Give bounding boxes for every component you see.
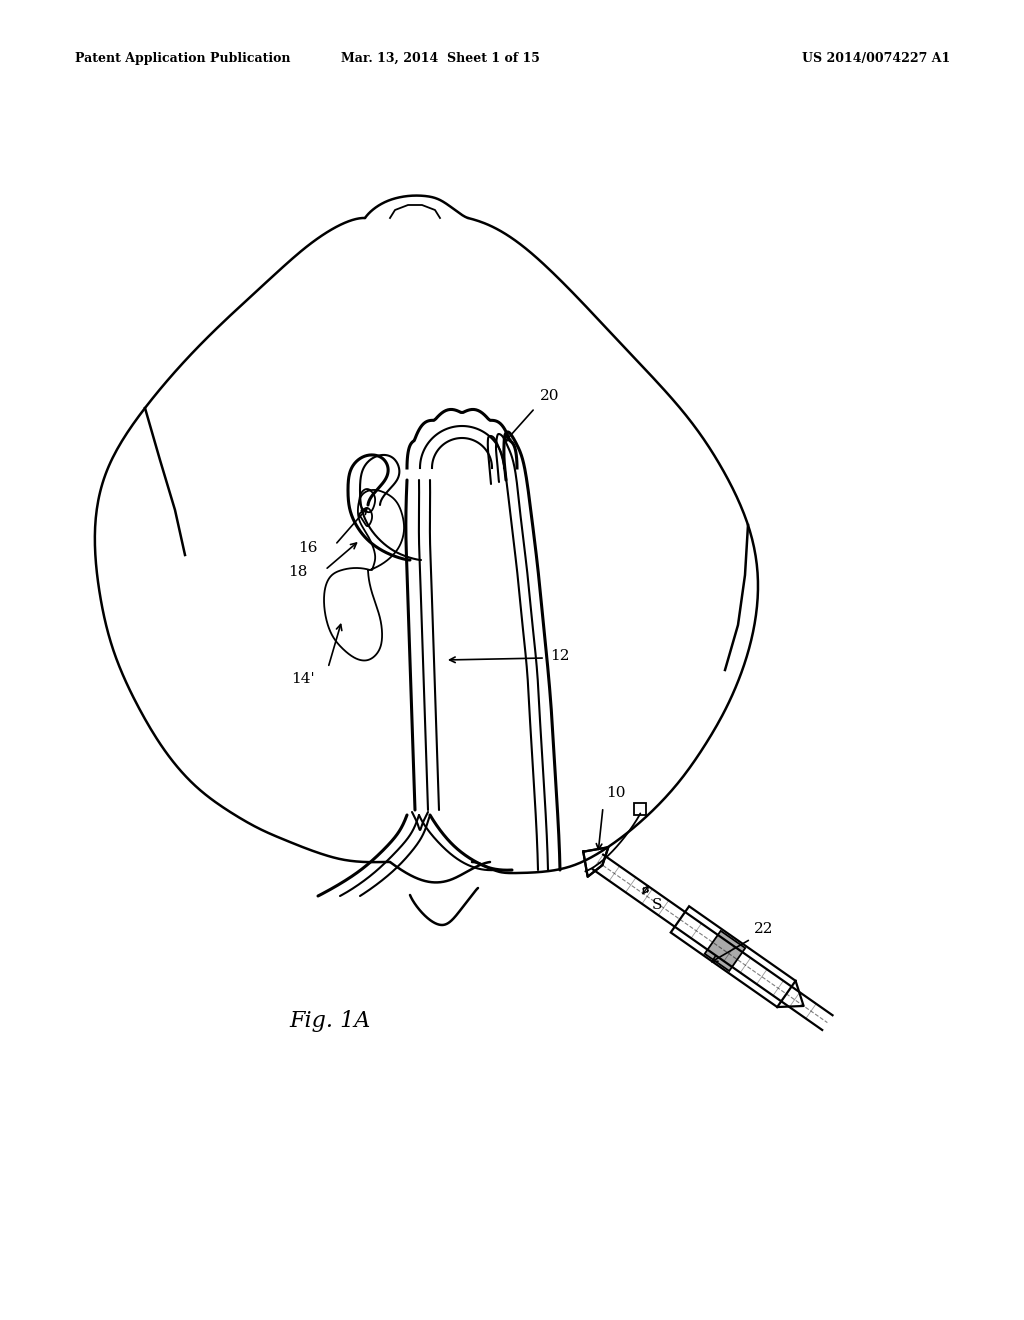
Text: 16: 16 (299, 541, 318, 554)
Text: 12: 12 (550, 649, 569, 663)
Text: 22: 22 (754, 921, 773, 936)
Bar (634, 804, 646, 816)
Polygon shape (584, 847, 608, 876)
Text: 18: 18 (289, 565, 308, 579)
Polygon shape (671, 907, 796, 1007)
Text: 10: 10 (606, 785, 626, 800)
Text: Patent Application Publication: Patent Application Publication (75, 51, 291, 65)
Text: US 2014/0074227 A1: US 2014/0074227 A1 (802, 51, 950, 65)
Text: 20: 20 (540, 389, 559, 403)
Text: Fig. 1A: Fig. 1A (290, 1010, 371, 1032)
Text: Mar. 13, 2014  Sheet 1 of 15: Mar. 13, 2014 Sheet 1 of 15 (341, 51, 540, 65)
Polygon shape (705, 931, 745, 972)
Text: 14': 14' (292, 672, 315, 686)
Text: S: S (652, 899, 663, 912)
